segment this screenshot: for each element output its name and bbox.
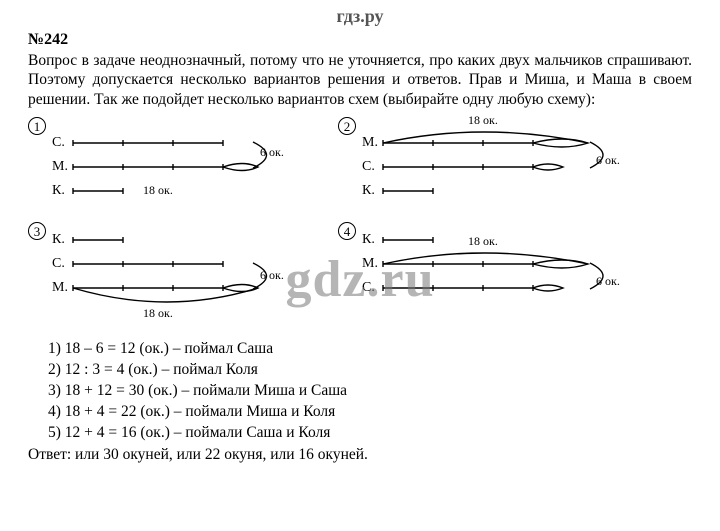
annotation: 18 ок. — [143, 306, 173, 321]
answer-line: Ответ: или 30 окуней, или 22 окуня, или … — [28, 446, 692, 464]
row-label: С. — [52, 135, 65, 151]
diagrams: 1 С. М. К. 6 ок. 18 ок. — [28, 115, 688, 335]
row-label: К. — [362, 183, 375, 199]
row-label: К. — [52, 232, 65, 248]
row-label: К. — [52, 183, 65, 199]
solution-line: 4) 18 + 4 = 22 (ок.) – поймали Миша и Ко… — [48, 402, 692, 423]
row-label: К. — [362, 232, 375, 248]
annotation: 18 ок. — [468, 234, 498, 249]
annotation: 6 ок. — [596, 274, 620, 289]
annotation: 18 ок. — [143, 183, 173, 198]
site-logo: гдз.ру — [0, 0, 720, 27]
diagram-1: 1 С. М. К. 6 ок. 18 ок. — [28, 115, 328, 215]
diagram-2: 2 М. С. К. 18 ок. 6 ок. — [338, 115, 668, 215]
annotation: 6 ок. — [260, 145, 284, 160]
solutions-list: 1) 18 – 6 = 12 (ок.) – поймал Саша 2) 12… — [28, 339, 692, 444]
content: №242 Вопрос в задаче неоднозначный, пото… — [0, 31, 720, 464]
annotation: 6 ок. — [596, 153, 620, 168]
row-label: М. — [362, 135, 378, 151]
annotation: 18 ок. — [468, 113, 498, 128]
annotation: 6 ок. — [260, 268, 284, 283]
row-label: С. — [362, 280, 375, 296]
solution-line: 3) 18 + 12 = 30 (ок.) – поймали Миша и С… — [48, 381, 692, 402]
solution-line: 5) 12 + 4 = 16 (ок.) – поймали Саша и Ко… — [48, 423, 692, 444]
diagram-4: 4 К. М. С. 18 ок. 6 ок. — [338, 220, 668, 335]
row-label: С. — [52, 256, 65, 272]
problem-intro: Вопрос в задаче неоднозначный, потому чт… — [28, 51, 692, 109]
problem-number: №242 — [28, 31, 692, 49]
solution-line: 2) 12 : 3 = 4 (ок.) – поймал Коля — [48, 360, 692, 381]
row-label: М. — [52, 280, 68, 296]
row-label: М. — [362, 256, 378, 272]
diagram-3: 3 К. С. М. 6 ок. 18 ок. — [28, 220, 328, 335]
row-label: М. — [52, 159, 68, 175]
solution-line: 1) 18 – 6 = 12 (ок.) – поймал Саша — [48, 339, 692, 360]
row-label: С. — [362, 159, 375, 175]
